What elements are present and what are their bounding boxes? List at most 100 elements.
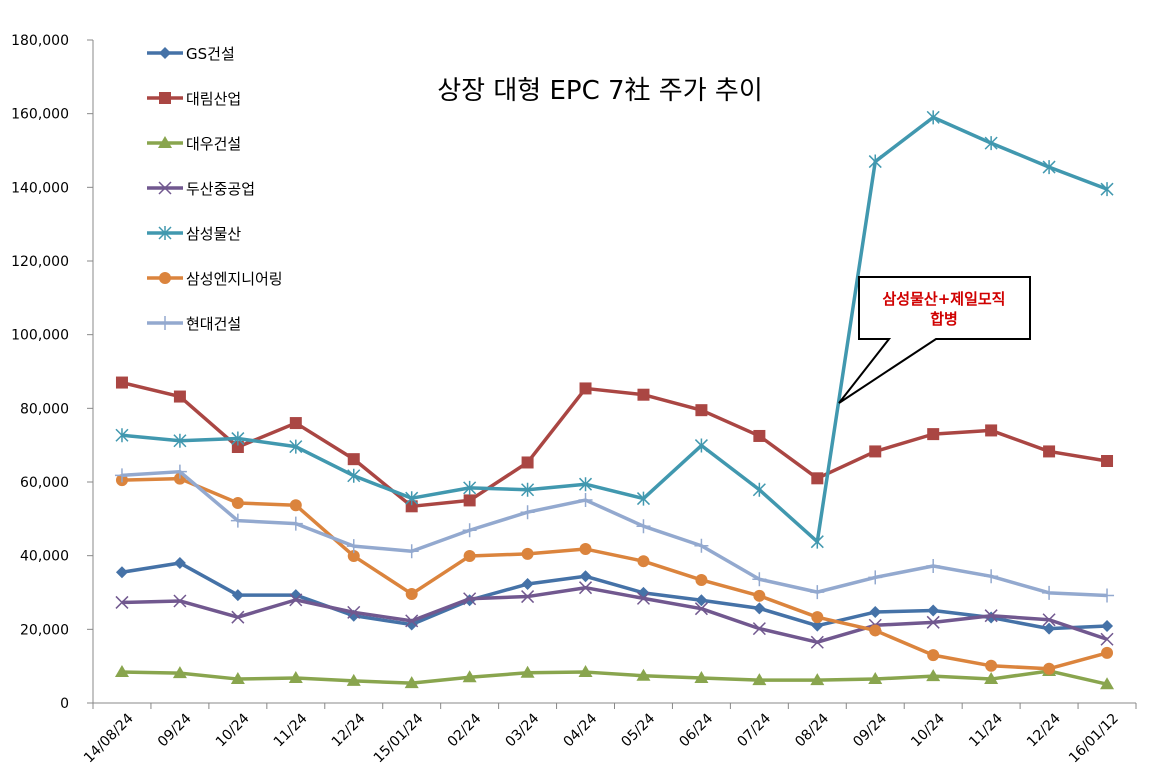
data-point [810, 534, 824, 549]
data-point [521, 456, 534, 469]
data-point [753, 429, 766, 442]
legend-label: 삼성물산 [186, 225, 241, 243]
legend-item: 대림산업 [147, 90, 241, 108]
y-tick-label: 140,000 [11, 180, 69, 196]
data-point [579, 543, 592, 556]
series-4 [115, 581, 1114, 649]
data-point [694, 438, 708, 453]
data-point [159, 92, 171, 104]
data-point [695, 404, 708, 417]
data-point [289, 593, 303, 607]
data-point [868, 154, 882, 169]
data-point [172, 464, 187, 479]
data-point [985, 424, 998, 437]
data-point [173, 433, 187, 448]
data-point [984, 569, 999, 584]
data-point [346, 673, 361, 686]
data-point [173, 390, 186, 403]
x-tick-label: 15/01/24 [371, 710, 427, 766]
data-point [405, 500, 418, 513]
data-point [578, 493, 593, 508]
data-point [811, 619, 824, 632]
x-tick-label: 02/24 [445, 710, 485, 750]
data-point [405, 587, 418, 600]
data-point [1042, 585, 1057, 600]
data-point [520, 665, 535, 678]
x-tick-label: 04/24 [561, 710, 601, 750]
data-point [637, 388, 650, 401]
x-tick-label: 03/24 [503, 710, 543, 750]
data-point [230, 672, 245, 685]
legend-label: 삼성엔지니어링 [186, 270, 283, 288]
x-tick-label: 11/24 [271, 710, 311, 750]
data-point [289, 417, 302, 430]
data-point [579, 382, 592, 395]
x-tick-label: 14/08/24 [81, 710, 137, 766]
data-point [521, 547, 534, 560]
x-tick-label: 12/24 [1024, 710, 1064, 750]
data-point [521, 578, 534, 591]
series-5 [115, 110, 1114, 549]
data-point [462, 670, 477, 683]
series-line [121, 476, 1108, 671]
data-point [114, 665, 129, 678]
data-point [985, 659, 998, 672]
series-line [121, 469, 1108, 598]
data-point [926, 615, 940, 629]
data-point [288, 670, 303, 683]
legend-label: 두산중공업 [186, 180, 255, 198]
legend-label: 대우건설 [186, 135, 241, 153]
data-point [347, 453, 360, 466]
legend-item: 대우건설 [147, 135, 241, 153]
data-point [752, 572, 767, 587]
data-point [173, 557, 186, 570]
y-tick-label: 180,000 [11, 33, 69, 49]
legend-label: 대림산업 [186, 90, 241, 108]
data-point [231, 589, 244, 602]
callout-box [838, 276, 1031, 404]
data-point [752, 622, 766, 636]
data-point [579, 570, 592, 583]
data-point [578, 581, 593, 595]
data-point [347, 605, 361, 619]
data-point [926, 110, 940, 125]
data-point [231, 610, 245, 624]
data-point [984, 672, 999, 685]
data-point [1042, 613, 1056, 627]
legend-label: GS건설 [186, 45, 235, 63]
data-point [1101, 646, 1114, 659]
data-point [462, 523, 477, 538]
y-tick-label: 20,000 [20, 622, 69, 638]
data-point [694, 670, 709, 683]
data-point [404, 676, 419, 689]
data-point [231, 441, 244, 454]
data-point [289, 589, 302, 602]
data-point [159, 47, 171, 59]
data-point [158, 316, 172, 330]
y-tick-label: 80,000 [20, 401, 69, 417]
data-point [927, 649, 940, 662]
data-point [289, 439, 303, 454]
series-2 [115, 376, 1114, 513]
data-point [159, 272, 171, 284]
legend-item: 현대건설 [147, 315, 241, 333]
annotation-line-2: 합병 [930, 310, 958, 328]
x-tick-label: 06/24 [676, 710, 716, 750]
data-point [869, 606, 882, 619]
x-tick-label: 05/24 [618, 710, 658, 750]
series-line [121, 561, 1108, 631]
data-point [695, 573, 708, 586]
legend-item: 삼성엔지니어링 [147, 270, 283, 288]
data-point [114, 468, 129, 483]
annotation-callout: 삼성물산+제일모직 합병 [838, 276, 1031, 404]
data-point [158, 226, 172, 240]
data-point [984, 609, 998, 623]
data-point [404, 544, 419, 559]
legend-item: 삼성물산 [147, 225, 241, 243]
series-line [121, 669, 1108, 686]
data-point [1042, 160, 1056, 175]
data-point [578, 665, 593, 678]
y-tick-label: 60,000 [20, 475, 69, 491]
data-point [1100, 588, 1115, 603]
annotation-line-1: 삼성물산+제일모직 [883, 290, 1006, 308]
